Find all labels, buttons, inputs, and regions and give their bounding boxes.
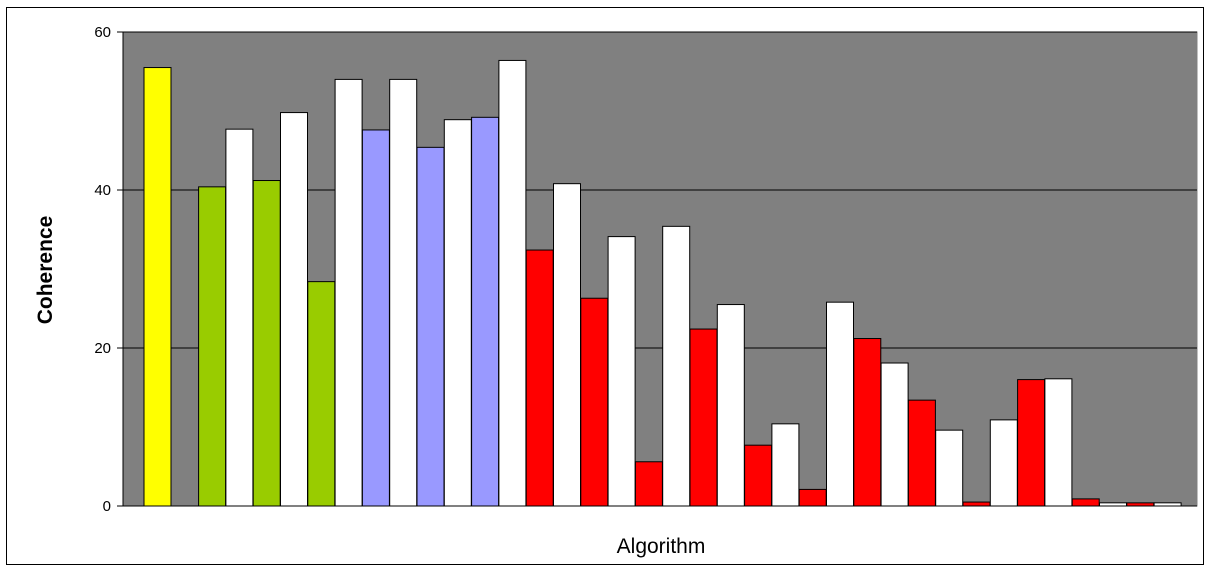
bar	[1044, 378, 1073, 507]
bar	[935, 429, 964, 507]
bar	[225, 128, 254, 507]
bars	[143, 59, 1182, 507]
bar	[143, 67, 172, 507]
bar	[307, 281, 336, 507]
y-tick-label: 40	[94, 182, 111, 199]
y-tick-label: 0	[103, 498, 111, 515]
bar	[634, 461, 663, 507]
bar	[826, 301, 854, 507]
bar	[689, 328, 718, 507]
bar	[798, 488, 827, 507]
bar	[1017, 379, 1046, 507]
x-axis-title: Algorithm	[617, 535, 706, 558]
bar	[198, 186, 227, 507]
bar	[361, 129, 390, 507]
bar	[962, 501, 991, 507]
bar	[662, 225, 691, 507]
bar	[334, 78, 363, 507]
bar	[553, 183, 581, 507]
y-tick-label: 20	[94, 340, 111, 357]
bar	[252, 180, 281, 507]
y-axis: 0 20 40 60	[94, 24, 124, 515]
bar	[525, 249, 554, 507]
bar	[607, 236, 636, 507]
bar	[744, 444, 773, 507]
bar	[389, 78, 418, 507]
bar	[443, 119, 472, 507]
bar	[280, 112, 308, 507]
bar	[907, 399, 936, 507]
bar	[880, 362, 909, 507]
bar	[1071, 498, 1100, 507]
y-tick-label: 60	[94, 24, 111, 41]
y-axis-title: Coherence	[34, 216, 57, 325]
bar	[771, 423, 800, 507]
bar	[498, 59, 527, 507]
bar	[416, 146, 445, 507]
bar	[580, 297, 609, 507]
bar	[853, 338, 882, 507]
bar	[716, 304, 745, 507]
bar	[989, 419, 1018, 507]
bar	[471, 116, 500, 507]
